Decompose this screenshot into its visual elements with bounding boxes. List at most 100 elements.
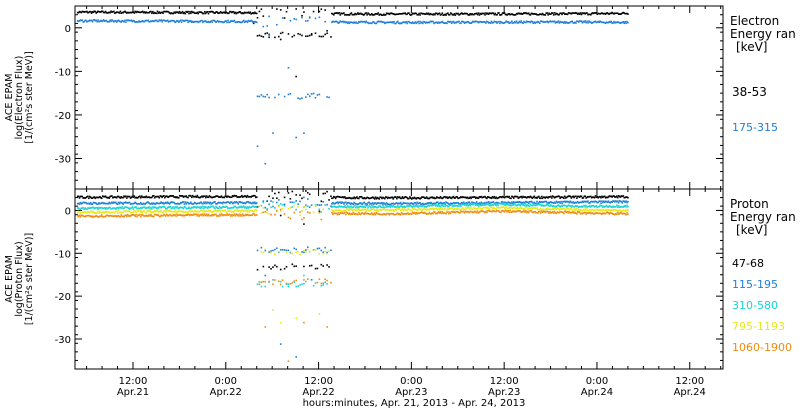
data-point xyxy=(551,201,553,204)
data-point xyxy=(216,207,219,210)
data-point xyxy=(249,210,252,212)
data-point xyxy=(565,196,568,199)
data-point xyxy=(119,197,122,199)
data-point xyxy=(225,195,227,198)
data-point xyxy=(590,205,593,207)
data-point xyxy=(223,201,226,204)
data-point xyxy=(427,197,430,200)
data-point xyxy=(557,201,560,203)
x-tick-date: Apr.21 xyxy=(117,387,149,398)
data-point xyxy=(396,13,398,16)
data-point xyxy=(590,22,593,24)
data-point xyxy=(572,201,574,203)
data-point xyxy=(573,196,575,199)
data-point xyxy=(488,210,491,213)
data-point xyxy=(208,11,211,13)
data-point xyxy=(577,211,579,213)
data-point xyxy=(83,197,85,199)
data-point xyxy=(615,200,618,203)
data-point xyxy=(594,205,597,208)
data-point xyxy=(152,195,154,197)
data-point xyxy=(154,19,157,22)
data-point xyxy=(214,213,216,216)
data-point xyxy=(599,195,601,198)
data-point xyxy=(219,210,222,213)
data-point xyxy=(557,14,560,16)
data-point xyxy=(214,209,216,212)
data-point xyxy=(587,200,589,202)
data-point xyxy=(232,195,235,198)
data-point xyxy=(200,205,202,208)
data-point xyxy=(386,203,389,205)
data-point xyxy=(135,11,137,14)
data-point xyxy=(471,13,473,15)
data-point xyxy=(370,197,372,199)
data-point xyxy=(187,213,189,216)
data-point xyxy=(262,251,265,254)
data-point xyxy=(529,209,532,212)
data-point xyxy=(103,211,106,214)
data-point xyxy=(451,205,454,208)
data-point xyxy=(248,196,251,198)
data-point xyxy=(119,10,122,13)
data-point xyxy=(365,210,368,212)
data-point xyxy=(229,215,232,217)
data-point xyxy=(397,213,400,216)
data-point xyxy=(470,197,472,200)
data-point xyxy=(607,200,610,203)
data-point xyxy=(227,209,229,212)
data-point xyxy=(355,213,357,216)
data-point xyxy=(376,202,379,204)
data-point xyxy=(91,212,94,214)
data-point xyxy=(471,203,473,205)
data-point xyxy=(342,201,344,204)
data-point xyxy=(405,202,407,205)
data-point xyxy=(412,208,415,211)
data-point xyxy=(162,214,164,217)
y-tick-label: -30 xyxy=(55,335,71,346)
data-point xyxy=(90,216,93,218)
data-point xyxy=(308,206,311,209)
data-point xyxy=(580,195,583,198)
data-point xyxy=(597,201,600,204)
data-point xyxy=(547,204,549,206)
data-point xyxy=(103,215,106,218)
data-point xyxy=(527,207,530,210)
data-point xyxy=(369,22,371,25)
data-point xyxy=(575,209,577,212)
data-point xyxy=(246,206,249,208)
data-point xyxy=(159,19,162,22)
data-point xyxy=(605,12,608,14)
data-point xyxy=(354,12,356,15)
data-point xyxy=(484,204,486,206)
data-point xyxy=(466,20,469,23)
data-point xyxy=(192,195,195,198)
data-point xyxy=(447,207,449,210)
data-point xyxy=(552,205,555,207)
legend-entry: 38-53 xyxy=(732,85,767,99)
data-point xyxy=(96,206,98,209)
data-point xyxy=(615,209,617,211)
data-point xyxy=(97,216,99,218)
data-point xyxy=(517,21,520,24)
data-point xyxy=(328,266,330,268)
data-point xyxy=(574,12,576,15)
data-point xyxy=(243,202,246,204)
data-point xyxy=(247,19,250,22)
data-point xyxy=(485,202,487,205)
data-point xyxy=(322,265,325,267)
data-point xyxy=(152,211,155,213)
data-point xyxy=(580,13,583,16)
data-point xyxy=(343,196,345,199)
data-point xyxy=(109,212,111,214)
data-point xyxy=(240,213,242,216)
data-point xyxy=(320,218,323,221)
data-point xyxy=(383,206,386,209)
data-point xyxy=(603,21,606,24)
data-point xyxy=(592,200,595,203)
data-point xyxy=(411,206,414,208)
data-point xyxy=(224,201,226,204)
data-point xyxy=(619,22,622,25)
data-point xyxy=(589,13,591,16)
data-point xyxy=(247,11,250,14)
